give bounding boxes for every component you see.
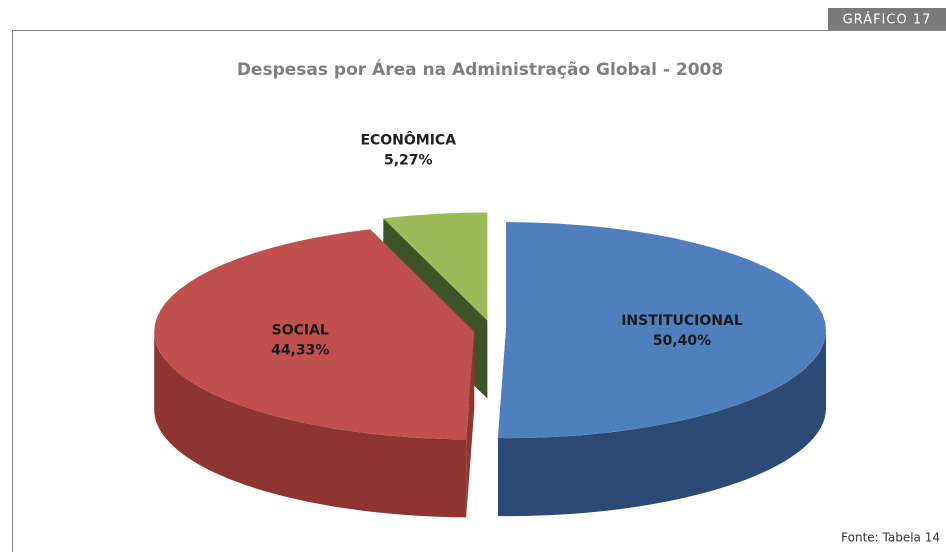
source: Fonte: Tabela 14 (841, 531, 940, 545)
slice-value: 44,33% (271, 343, 329, 359)
chart-title: Despesas por Área na Administração Globa… (237, 58, 723, 80)
slice-label: INSTITUCIONAL (621, 313, 743, 329)
slice (498, 222, 826, 516)
slice-label: SOCIAL (272, 323, 329, 339)
slice-value: 50,40% (653, 333, 711, 349)
slice-label: ECONÔMICA (360, 131, 456, 149)
badge: GRÁFICO 17 (843, 12, 932, 28)
slice-value: 5,27% (384, 153, 433, 169)
